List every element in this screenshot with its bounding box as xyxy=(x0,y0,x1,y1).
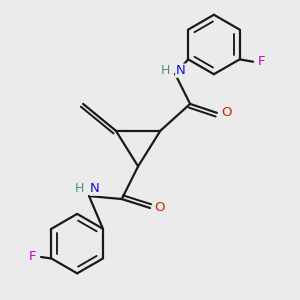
Text: O: O xyxy=(154,202,165,214)
Text: H: H xyxy=(161,64,170,77)
Text: F: F xyxy=(258,55,266,68)
Text: N: N xyxy=(176,64,185,77)
Text: F: F xyxy=(28,250,36,263)
Text: O: O xyxy=(221,106,232,119)
Text: N: N xyxy=(90,182,100,195)
Text: H: H xyxy=(75,182,84,195)
